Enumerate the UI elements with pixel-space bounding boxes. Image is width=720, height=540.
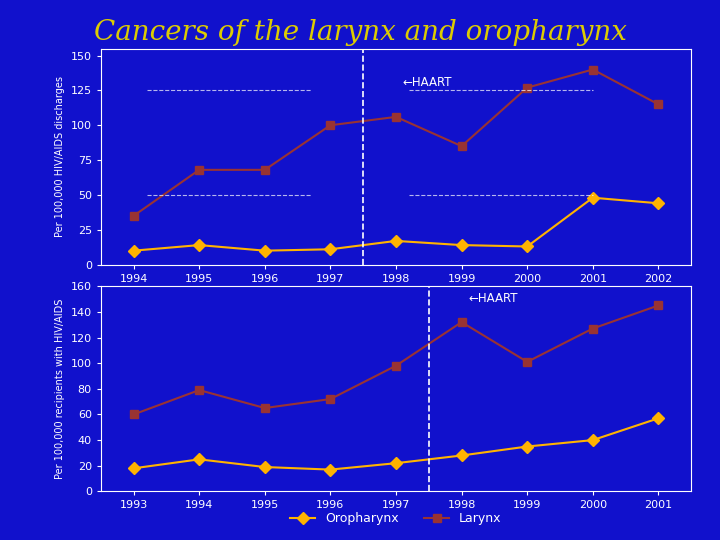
Line: Larynx: Larynx xyxy=(130,301,662,418)
Legend: Oropharynx, Larynx: Oropharynx, Larynx xyxy=(285,507,507,530)
Larynx xyxy=(130,411,138,418)
Oropharynx xyxy=(457,453,466,459)
Line: Oropharynx: Oropharynx xyxy=(130,414,662,474)
Text: ←HAART: ←HAART xyxy=(402,76,452,89)
Oropharynx xyxy=(195,456,204,463)
Oropharynx xyxy=(130,465,138,471)
Larynx xyxy=(392,362,400,369)
Text: Cancers of the larynx and oropharynx: Cancers of the larynx and oropharynx xyxy=(94,19,626,46)
Larynx xyxy=(195,387,204,393)
Larynx xyxy=(654,302,662,309)
Text: ←HAART: ←HAART xyxy=(468,292,518,305)
Oropharynx xyxy=(523,443,531,450)
Oropharynx xyxy=(261,464,269,470)
Oropharynx xyxy=(392,460,400,467)
Larynx xyxy=(261,405,269,411)
Larynx xyxy=(523,359,531,365)
Oropharynx xyxy=(326,467,335,473)
Oropharynx xyxy=(654,415,662,422)
Y-axis label: Per 100,000 HIV/AIDS discharges: Per 100,000 HIV/AIDS discharges xyxy=(55,76,65,237)
Oropharynx xyxy=(588,437,597,443)
Y-axis label: Per 100,000 recipients with HIV/AIDS: Per 100,000 recipients with HIV/AIDS xyxy=(55,299,65,479)
Larynx xyxy=(326,396,335,402)
Larynx xyxy=(588,325,597,332)
Larynx xyxy=(457,319,466,325)
